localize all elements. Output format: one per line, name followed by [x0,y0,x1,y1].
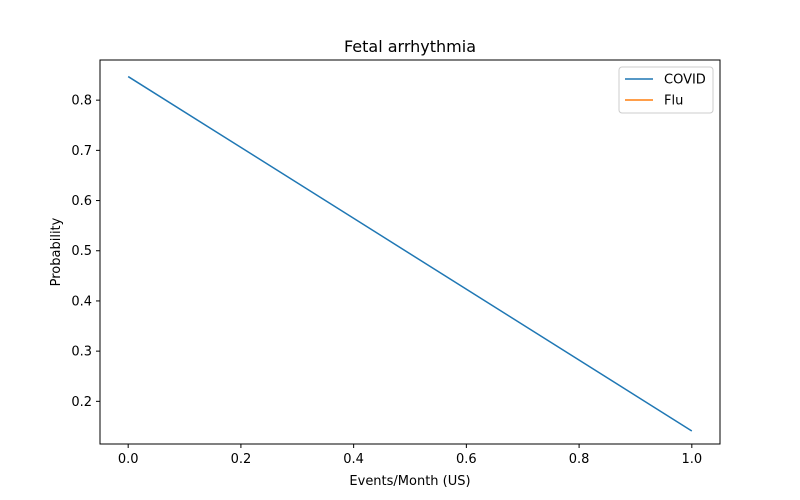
x-tick-label: 0.6 [456,452,477,467]
axes-frame [99,59,721,445]
x-axis-ticks: 0.0 0.2 0.4 0.6 0.8 1.0 [118,444,702,467]
legend-label-covid: COVID [664,73,706,88]
y-tick-label: 0.4 [71,294,92,309]
y-tick-label: 0.3 [71,345,92,360]
x-axis-label: Events/Month (US) [349,474,470,489]
chart-title: Fetal arrhythmia [344,37,476,56]
legend: COVID Flu [618,66,714,114]
x-tick-label: 0.2 [231,452,252,467]
plot-area [99,59,721,445]
y-tick-label: 0.8 [71,94,92,109]
series-layer [127,75,693,432]
y-tick-label: 0.2 [71,395,92,410]
x-tick-label: 0.0 [118,452,139,467]
y-tick-label: 0.6 [71,194,92,209]
y-tick-label: 0.5 [71,244,92,259]
y-tick-label: 0.7 [71,144,92,159]
legend-label-flu: Flu [664,94,683,109]
legend-entries: COVID Flu [625,73,706,109]
series-line-covid [127,75,693,432]
x-tick-label: 0.8 [569,452,590,467]
y-axis-ticks: 0.2 0.3 0.4 0.5 0.6 0.7 0.8 [71,94,100,410]
y-axis-label: Probability [49,217,64,286]
x-tick-label: 0.4 [343,452,364,467]
x-tick-label: 1.0 [681,452,702,467]
